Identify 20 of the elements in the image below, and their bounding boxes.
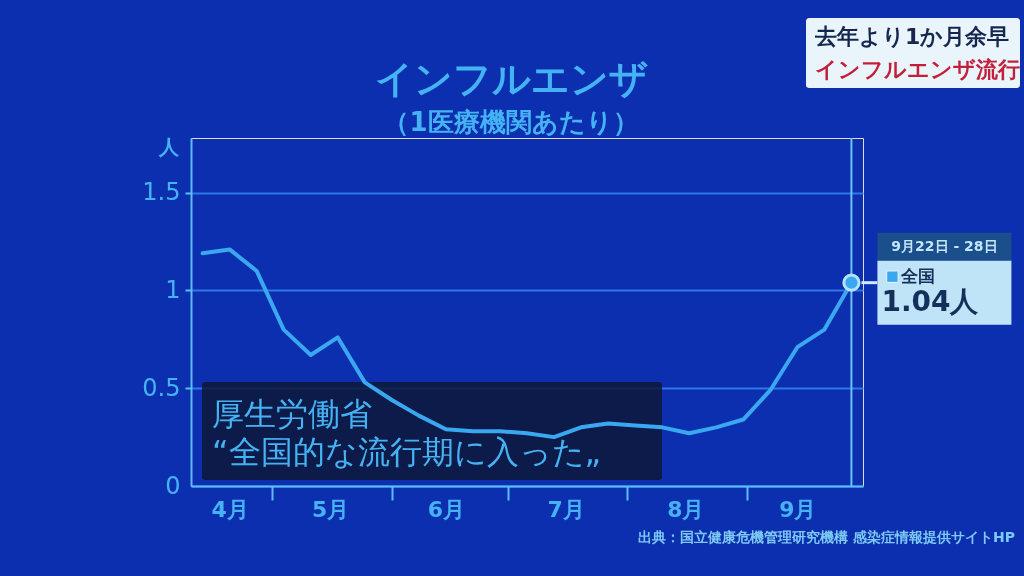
y-tick-label: 1 xyxy=(165,275,181,304)
x-tick-label: 8月 xyxy=(667,496,705,522)
x-tick-label: 9月 xyxy=(779,496,817,522)
x-tick-label: 5月 xyxy=(311,496,350,522)
text: 去年より1か月余早 xyxy=(814,24,1010,49)
y-tick-label: 0.5 xyxy=(142,373,181,402)
y-tick-label: 0 xyxy=(165,471,181,500)
x-tick-label: 6月 xyxy=(427,496,466,522)
text: 9月22日 - 28日 xyxy=(891,237,998,254)
y-axis-title: 人 xyxy=(157,134,180,159)
chart-subtitle: （1医療機関あたり） xyxy=(383,107,639,137)
x-tick-label: 7月 xyxy=(547,496,585,522)
annotation: 厚生労働省 “全国的な流行期に入った„ xyxy=(212,395,602,471)
source-note: 出典：国立健康危機管理研究機構 感染症情報提供サイトHP xyxy=(638,529,1015,545)
legend-label: 全国 xyxy=(900,265,936,286)
text: インフルエンザ流行 xyxy=(815,57,1020,82)
y-tick-label: 1.5 xyxy=(142,178,181,207)
chart-title: インフルエンザ xyxy=(374,57,648,101)
data-label: 1.04人 xyxy=(881,284,980,318)
x-tick-label: 4月 xyxy=(211,496,249,522)
